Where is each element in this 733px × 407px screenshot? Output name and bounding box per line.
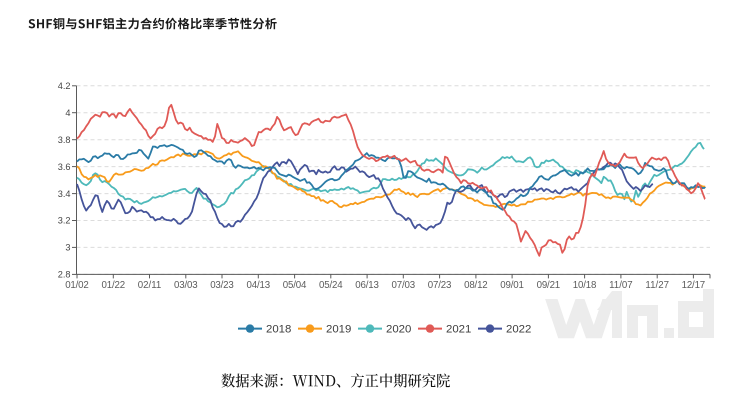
svg-text:03/03: 03/03	[174, 280, 198, 291]
svg-text:2020: 2020	[386, 324, 411, 336]
svg-text:07/03: 07/03	[392, 280, 416, 291]
svg-text:03/23: 03/23	[210, 280, 234, 291]
svg-text:11/27: 11/27	[645, 280, 669, 291]
svg-text:3.2: 3.2	[58, 216, 71, 226]
svg-text:10/18: 10/18	[573, 280, 597, 291]
svg-text:3.8: 3.8	[58, 135, 71, 145]
svg-text:3: 3	[65, 243, 70, 253]
svg-text:2.8: 2.8	[58, 270, 71, 280]
svg-text:01/02: 01/02	[65, 280, 89, 291]
svg-text:07/23: 07/23	[428, 280, 452, 291]
svg-text:2019: 2019	[326, 324, 351, 336]
svg-text:2021: 2021	[446, 324, 471, 336]
svg-text:09/01: 09/01	[500, 280, 524, 291]
svg-text:4: 4	[65, 108, 70, 118]
svg-text:06/13: 06/13	[355, 280, 379, 291]
svg-text:3.6: 3.6	[58, 162, 71, 172]
svg-text:01/22: 01/22	[102, 280, 126, 291]
svg-text:09/21: 09/21	[537, 280, 561, 291]
svg-text:04/13: 04/13	[247, 280, 271, 291]
svg-text:08/12: 08/12	[464, 280, 488, 291]
svg-text:02/11: 02/11	[138, 280, 162, 291]
svg-text:11/07: 11/07	[609, 280, 633, 291]
svg-text:05/04: 05/04	[283, 280, 307, 291]
svg-text:2018: 2018	[266, 324, 291, 336]
svg-text:4.2: 4.2	[58, 81, 71, 91]
svg-text:12/17: 12/17	[682, 280, 706, 291]
svg-text:2022: 2022	[506, 324, 531, 336]
svg-text:3.4: 3.4	[58, 189, 71, 199]
svg-text:05/24: 05/24	[319, 280, 343, 291]
